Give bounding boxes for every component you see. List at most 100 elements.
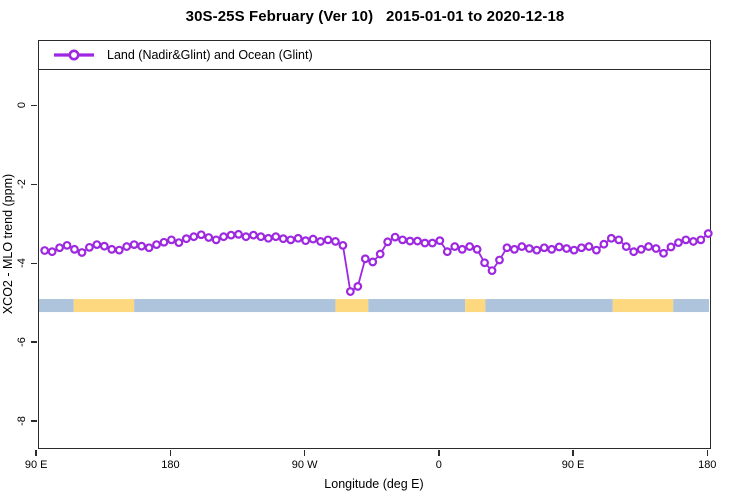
y-tick [31, 104, 37, 107]
data-point [137, 241, 146, 251]
data-point [249, 230, 258, 240]
data-point [666, 242, 676, 252]
data-point [47, 247, 57, 257]
x-tick-label: 180 [698, 459, 717, 471]
data-point [189, 232, 199, 242]
data-point [688, 237, 698, 246]
data-point [323, 235, 333, 245]
data-point [599, 239, 609, 249]
legend-label: Land (Nadir&Glint) and Ocean (Glint) [107, 48, 313, 62]
data-point [509, 244, 519, 254]
y-tick-label: -8 [16, 416, 28, 427]
data-point [651, 244, 661, 253]
plot-svg [39, 229, 713, 313]
data-point [40, 246, 50, 255]
surface-band-land [73, 299, 135, 313]
data-point [405, 236, 415, 246]
data-point [644, 242, 654, 251]
data-point [592, 245, 601, 255]
data-point [234, 229, 243, 239]
data-point [487, 266, 497, 276]
data-point [674, 238, 683, 248]
data-point [167, 235, 176, 245]
data-point [383, 237, 393, 247]
y-tick-label: -4 [16, 258, 28, 269]
y-tick [31, 341, 37, 343]
data-point [181, 234, 191, 244]
plot-area: Land (Nadir&Glint) and Ocean (Glint) [38, 40, 713, 449]
data-point [450, 242, 460, 251]
data-point [524, 244, 534, 253]
data-point [219, 232, 229, 242]
data-point [606, 233, 616, 243]
data-point [621, 242, 631, 251]
data-point [92, 240, 102, 249]
x-tick [35, 450, 37, 456]
data-point [413, 236, 422, 246]
data-point [62, 240, 72, 250]
data-point [435, 236, 445, 246]
data-point [204, 233, 214, 242]
data-point [681, 235, 691, 245]
legend-box: Land (Nadir&Glint) and Ocean (Glint) [39, 41, 710, 70]
data-point [85, 242, 94, 252]
data-point [696, 235, 706, 245]
data-point [659, 248, 668, 258]
x-tick-label: 180 [161, 459, 180, 471]
data-point [114, 245, 124, 255]
data-point [457, 244, 467, 254]
data-point [465, 242, 475, 251]
data-point [174, 238, 184, 248]
data-point [472, 244, 482, 254]
data-point [286, 235, 296, 245]
data-point [107, 244, 117, 254]
data-point [375, 249, 385, 259]
data-point [293, 233, 303, 243]
data-point [211, 235, 221, 245]
surface-band-ocean [39, 299, 74, 313]
x-tick [303, 450, 306, 456]
surface-band-ocean [673, 299, 709, 313]
y-tick-label: 0 [16, 102, 28, 109]
data-point [495, 255, 504, 265]
data-point [301, 236, 311, 246]
surface-band-land [335, 299, 369, 313]
data-point [70, 244, 79, 254]
data-point [308, 234, 318, 244]
data-point [532, 245, 542, 255]
data-point [331, 237, 340, 246]
y-tick [31, 262, 37, 265]
data-point [554, 242, 564, 252]
surface-band-land [612, 299, 674, 313]
data-point [539, 243, 549, 253]
x-tick [706, 450, 708, 456]
data-point [398, 235, 407, 245]
data-point [316, 237, 325, 246]
data-point [390, 232, 400, 242]
data-point [420, 238, 430, 248]
y-tick-label: -2 [16, 179, 28, 190]
data-point [338, 240, 348, 250]
data-point [569, 245, 579, 255]
x-tick-label: 90 W [291, 459, 318, 471]
data-point [353, 282, 363, 291]
legend-line-icon [54, 49, 94, 61]
x-tick-label: 0 [435, 459, 442, 471]
x-tick-label: 90 E [561, 459, 585, 471]
data-point [703, 229, 713, 238]
data-point [480, 258, 489, 268]
data-point [129, 240, 139, 249]
data-point [256, 232, 266, 242]
data-point [99, 241, 109, 251]
x-tick [438, 450, 440, 456]
y-tick-label: -6 [16, 337, 28, 348]
data-point [614, 235, 624, 245]
x-tick [572, 450, 574, 456]
x-tick-label: 90 E [24, 459, 48, 471]
data-point [442, 247, 452, 257]
data-point [263, 233, 273, 243]
data-point [577, 243, 586, 253]
y-axis-label: XCO2 - MLO trend (ppm) [1, 173, 15, 315]
data-point [636, 244, 646, 254]
